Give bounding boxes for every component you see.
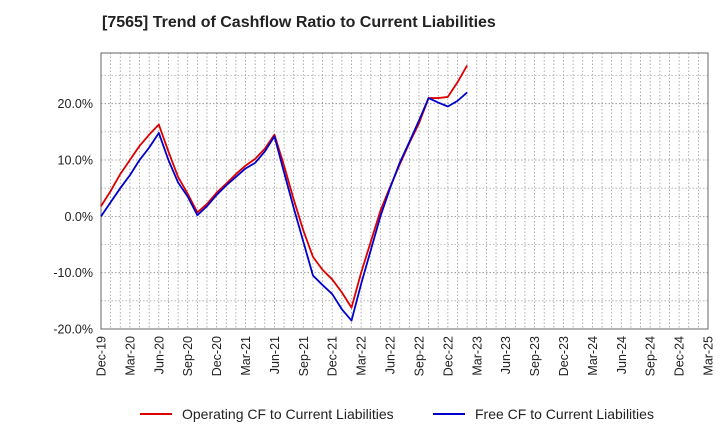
y-tick-label: 10.0% [58,154,93,168]
x-tick-label: Dec-20 [210,336,224,376]
x-tick-label: Mar-25 [702,336,716,376]
x-tick-label: Jun-20 [152,336,166,374]
x-tick-label: Sep-22 [412,336,426,376]
y-tick-label: -10.0% [53,266,93,280]
legend: Operating CF to Current Liabilities Free … [140,406,654,422]
x-tick-label: Dec-21 [326,336,340,376]
x-tick-label: Jun-23 [499,336,513,374]
y-tick-label: 0.0% [65,210,94,224]
x-tick-label: Dec-19 [95,336,109,376]
x-tick-label: Jun-22 [384,336,398,374]
legend-label: Free CF to Current Liabilities [475,406,654,422]
chart-title: [7565] Trend of Cashflow Ratio to Curren… [102,14,496,31]
x-tick-label: Mar-24 [586,336,600,376]
x-tick-label: Dec-23 [557,336,571,376]
grid-layer [101,53,708,329]
x-tick-label: Dec-22 [441,336,455,376]
y-tick-label: -20.0% [53,323,93,337]
x-tick-label: Sep-24 [644,336,658,376]
x-tick-label: Mar-23 [470,336,484,376]
y-tick-label: 20.0% [58,97,93,111]
plot-area-border [100,52,709,330]
axis-layer: -20.0% -10.0% 0.0% 10.0% 20.0% Dec-19 Mar-20 Ju… [53,52,716,376]
x-tick-label: Mar-20 [123,336,137,376]
series-layer [100,64,468,322]
x-tick-label: Sep-21 [297,336,311,376]
x-tick-label: Mar-21 [239,336,253,376]
legend-label: Operating CF to Current Liabilities [182,406,394,422]
x-tick-label: Jun-24 [615,336,629,374]
x-tick-label: Sep-23 [528,336,542,376]
x-tick-label: Sep-20 [181,336,195,376]
x-tick-label: Mar-22 [355,336,369,376]
x-tick-label: Jun-21 [268,336,282,374]
x-tick-label: Dec-24 [673,336,687,376]
series-line-free-cf [100,91,468,322]
